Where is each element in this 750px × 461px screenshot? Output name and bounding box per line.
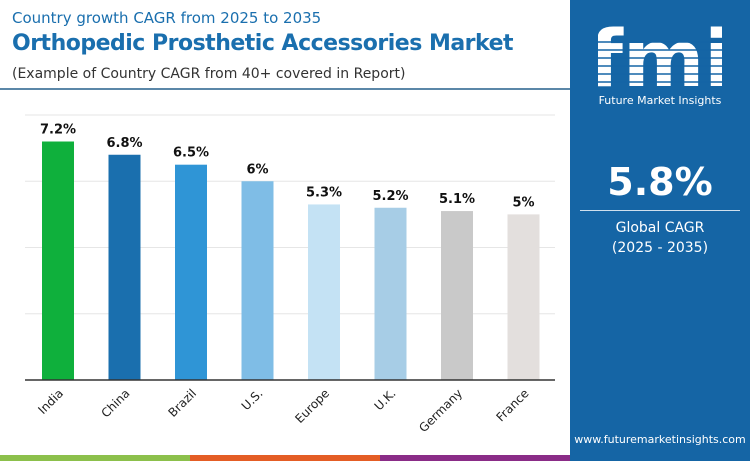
bar-chart: 7.2% India 6.8% China 6.5% Brazil 6% U.S. 5.3% Eu… [25,114,555,435]
stripe-purple [380,455,570,461]
data-label: 6.8% [106,136,142,151]
bar-germany [441,211,473,380]
stripe-orange [190,455,380,461]
chart-note: (Example of Country CAGR from 40+ covere… [12,66,406,82]
data-label: 5% [512,195,534,210]
side-panel: fmi Future Market Insights 5.8% Global C… [570,0,750,461]
divider [580,210,740,211]
x-tick-label: India [35,386,66,417]
chart-title: Orthopedic Prosthetic Accessories Market [12,31,514,56]
bar-india [42,141,74,380]
bar-france [507,214,540,380]
x-tick-label: Europe [292,386,332,426]
bar-china [108,154,141,380]
bar-brazil [175,164,207,380]
x-tick-label: Germany [416,386,465,435]
bar-uk [374,207,407,380]
bar-europe [308,204,340,380]
bar-us [241,181,274,380]
cagr-period: (2025 - 2035) [611,240,709,256]
x-tick-label: U.K. [372,386,399,413]
brand-name: Future Market Insights [598,94,722,107]
data-label: 5.3% [306,185,342,200]
chart-subtitle: Country growth CAGR from 2025 to 2035 [12,9,322,27]
global-cagr-label: Global CAGR (2025 - 2035) [570,218,750,258]
data-label: 6% [246,162,268,177]
x-tick-label: France [494,386,532,424]
data-label: 5.2% [372,189,408,204]
cagr-label: Global CAGR [615,220,705,236]
x-tick-label: Brazil [166,386,200,420]
global-cagr-value: 5.8% [607,160,713,204]
data-label: 7.2% [40,123,76,138]
x-tick-label: China [98,386,132,420]
svg-text:fmi: fmi [598,15,722,92]
divider [0,88,570,90]
data-label: 6.5% [173,146,209,161]
website-link[interactable]: www.futuremarketinsights.com [574,433,746,446]
data-label: 5.1% [439,192,475,207]
fmi-logo: fmi [598,15,722,92]
x-tick-label: U.S. [239,386,266,413]
stripe-green [0,455,190,461]
